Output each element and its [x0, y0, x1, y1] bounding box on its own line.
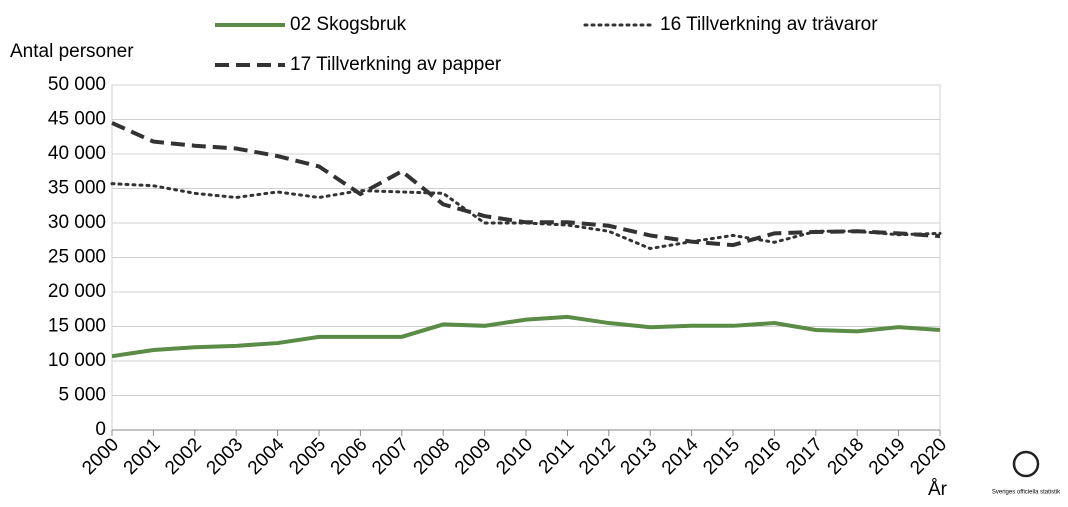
y-tick-label: 45 000 [48, 109, 106, 130]
x-tick-label: 2000 [78, 434, 123, 479]
y-tick-label: 0 [95, 419, 106, 440]
x-tick-label: 2006 [327, 434, 372, 479]
x-tick-label: 2002 [161, 434, 206, 479]
x-tick-label: 2007 [368, 434, 413, 479]
x-axis-label: År [928, 479, 948, 500]
y-tick-label: 15 000 [48, 316, 106, 337]
logo: Sveriges officiella statistik [992, 450, 1061, 496]
x-tick-label: 2009 [451, 434, 496, 479]
y-tick-label: 25 000 [48, 247, 106, 268]
y-tick-label: 35 000 [48, 178, 106, 199]
legend-label: 16 Tillverkning av trävaror [660, 14, 878, 35]
series-line [110, 182, 942, 251]
y-tick-label: 5 000 [58, 385, 106, 406]
series-line [111, 121, 941, 248]
x-tick-label: 2004 [244, 434, 289, 479]
x-tick-label: 2010 [492, 434, 537, 479]
x-tick-label: 2008 [410, 434, 455, 479]
x-tick-label: 2020 [906, 434, 951, 479]
x-tick-label: 2001 [120, 434, 165, 479]
x-tick-label: 2003 [203, 434, 248, 479]
x-tick-label: 2011 [535, 434, 579, 478]
x-tick-label: 2017 [782, 434, 827, 479]
x-tick-label: 2016 [741, 434, 786, 479]
legend-label: 02 Skogsbruk [290, 14, 407, 35]
x-tick-label: 2005 [285, 434, 330, 479]
series-line [111, 314, 941, 359]
x-tick-label: 2013 [617, 434, 662, 479]
y-tick-label: 50 000 [48, 74, 106, 95]
legend-label: 17 Tillverkning av papper [290, 54, 502, 75]
y-tick-label: 20 000 [48, 281, 106, 302]
x-tick-label: 2018 [824, 434, 869, 479]
y-tick-label: 30 000 [48, 212, 106, 233]
x-tick-label: 2015 [699, 434, 744, 479]
logo-icon [1012, 450, 1040, 478]
x-tick-label: 2012 [575, 434, 620, 479]
logo-text: Sveriges officiella statistik [992, 490, 1061, 496]
y-axis-label: Antal personer [10, 41, 134, 62]
y-tick-label: 40 000 [48, 143, 106, 164]
x-tick-label: 2019 [865, 434, 910, 479]
y-tick-label: 10 000 [48, 350, 106, 371]
x-tick-label: 2014 [658, 434, 703, 479]
